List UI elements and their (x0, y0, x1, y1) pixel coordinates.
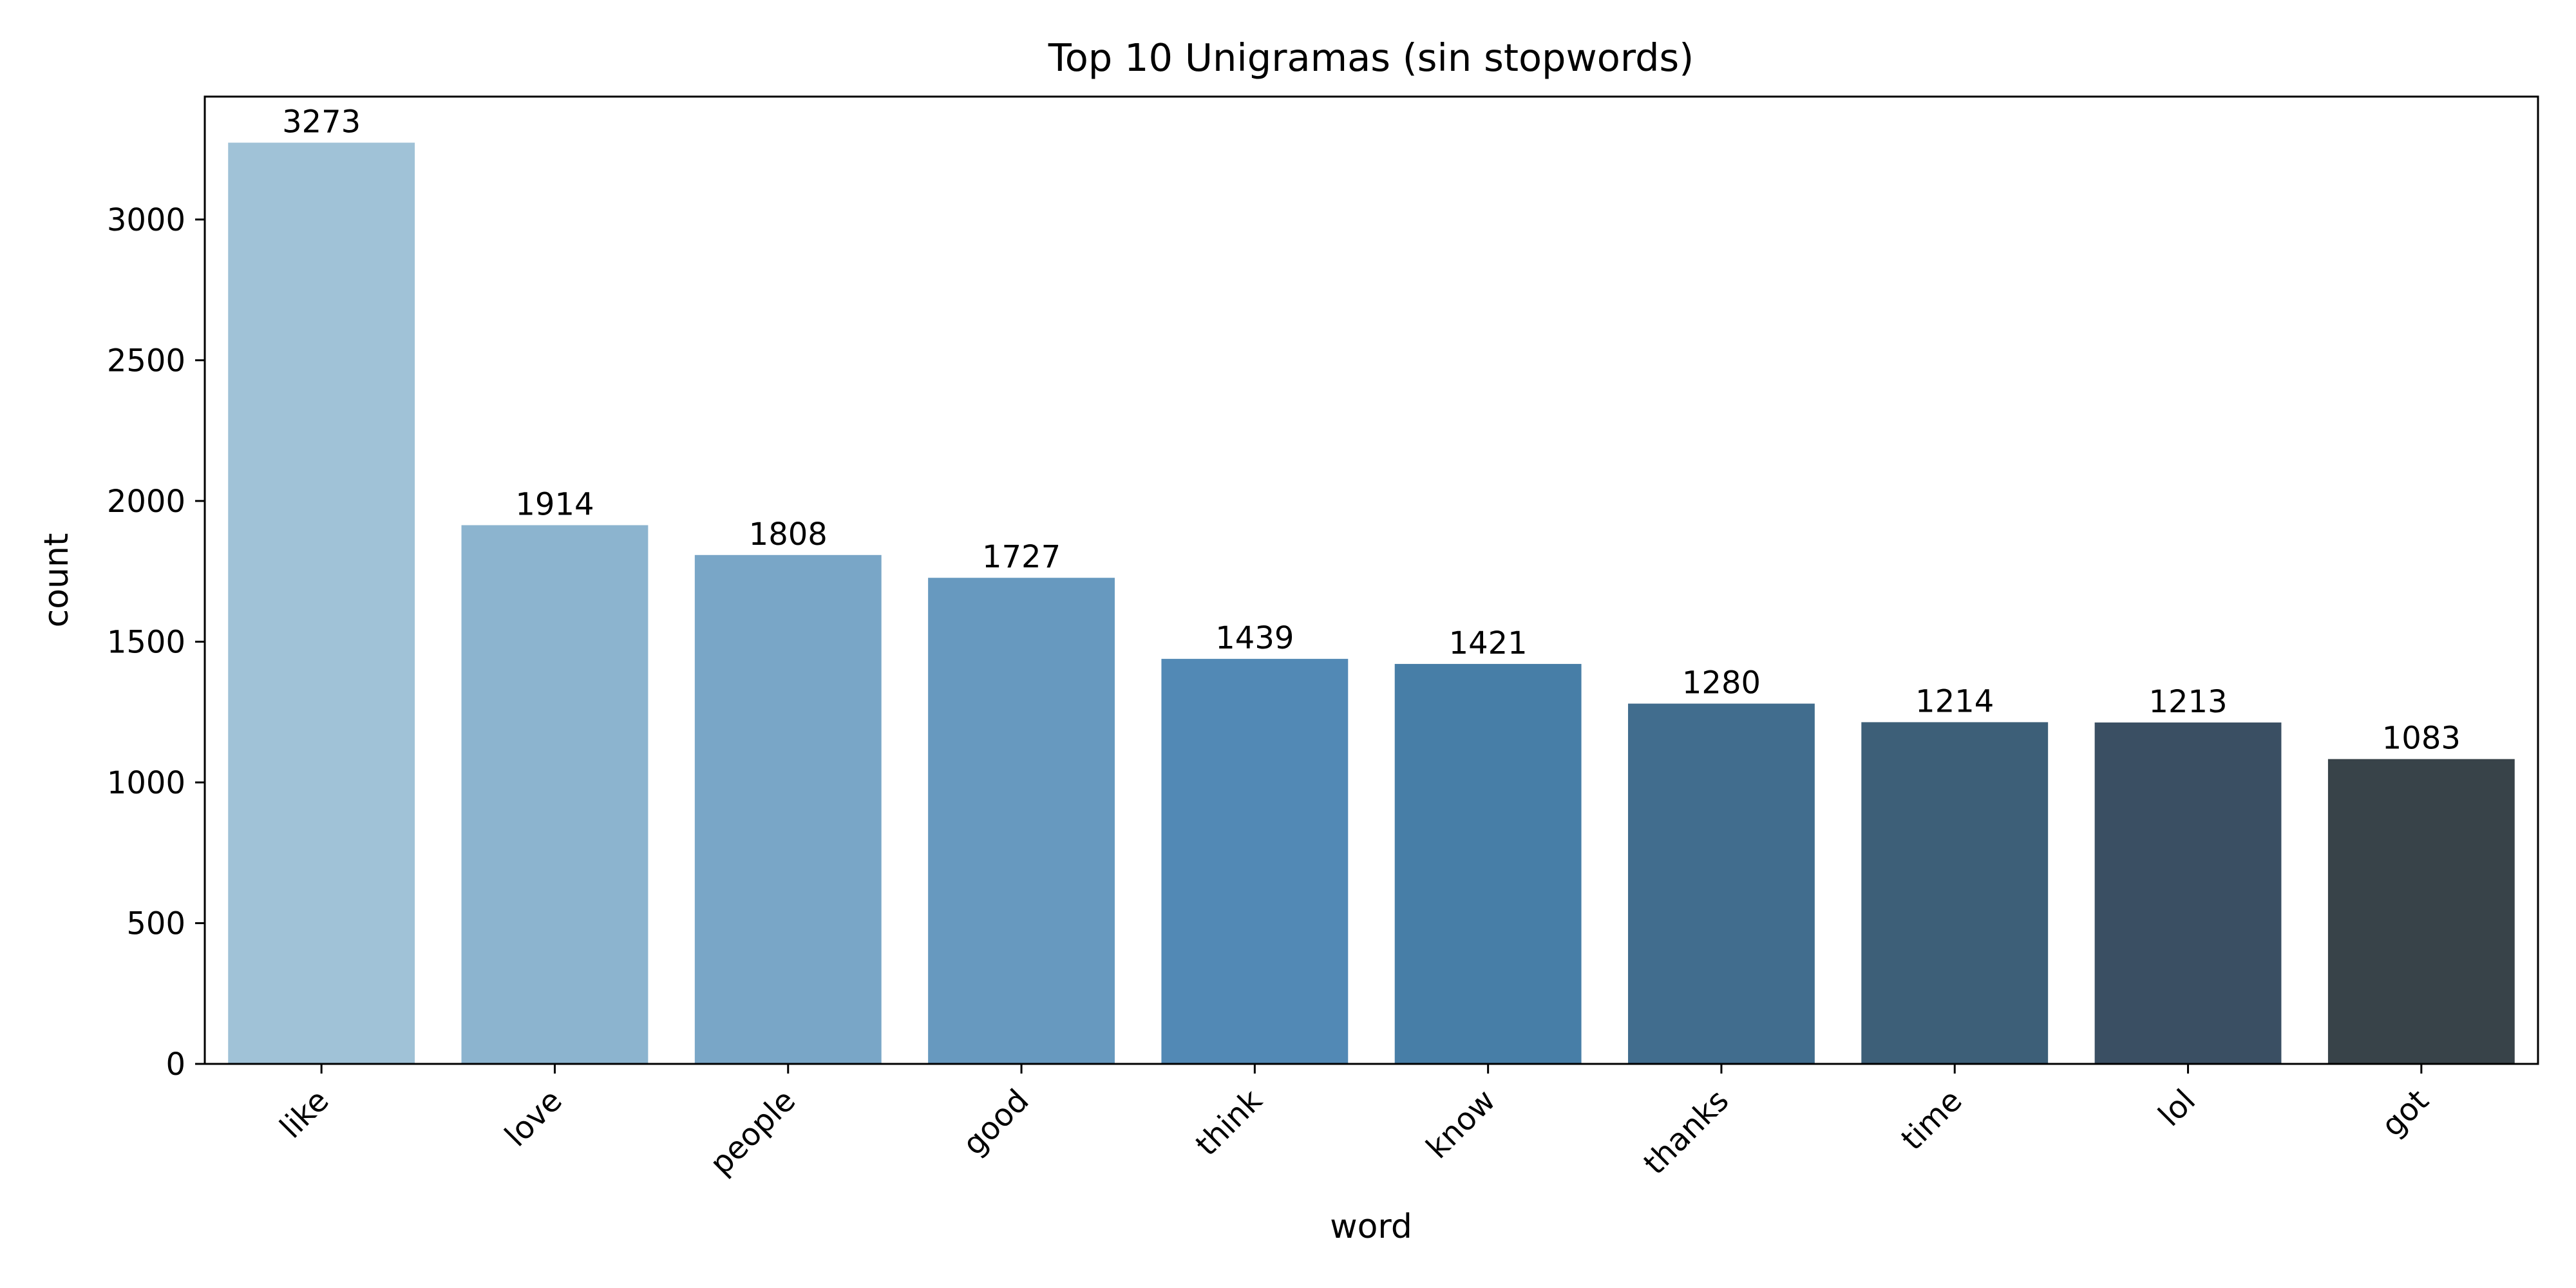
y-tick-label-2500: 2500 (107, 343, 185, 379)
value-label-time: 1214 (1915, 683, 1994, 719)
bar-time (1861, 722, 2049, 1064)
value-labels-group: 3273 1914 1808 1727 1439 1421 1280 1214 1213 1083 (282, 104, 2461, 757)
value-label-think: 1439 (1215, 620, 1294, 656)
bar-people (694, 554, 882, 1064)
bar-like (228, 142, 415, 1064)
y-axis-label: count (37, 533, 76, 628)
bar-got (2327, 759, 2515, 1064)
y-tick-label-500: 500 (126, 905, 185, 942)
value-label-know: 1421 (1449, 625, 1528, 661)
y-tick-label-2000: 2000 (107, 484, 185, 520)
bar-love (461, 525, 649, 1064)
y-tick-label-3000: 3000 (107, 202, 185, 238)
x-axis-label: word (1330, 1208, 1412, 1246)
y-tick-label-1500: 1500 (107, 624, 185, 660)
bar-lol (2094, 722, 2282, 1064)
value-label-thanks: 1280 (1682, 665, 1761, 701)
value-label-good: 1727 (982, 539, 1061, 575)
value-label-people: 1808 (749, 516, 828, 553)
bar-think (1161, 659, 1349, 1064)
axes-frame (204, 95, 2539, 1065)
value-label-like: 3273 (282, 104, 361, 140)
value-label-lol: 1213 (2148, 684, 2227, 720)
y-tick-label-1000: 1000 (107, 765, 185, 801)
value-label-love: 1914 (515, 486, 594, 522)
chart-title: Top 10 Unigramas (sin stopwords) (1048, 35, 1694, 80)
bars-group (228, 142, 2515, 1064)
y-axis: 0 500 1000 1500 2000 2500 3000 (107, 202, 205, 1083)
bar-know (1394, 663, 1582, 1064)
bar-thanks (1628, 703, 1815, 1064)
y-tick-label-0: 0 (166, 1046, 185, 1083)
bar-good (928, 578, 1115, 1064)
value-label-got: 1083 (2382, 721, 2461, 757)
